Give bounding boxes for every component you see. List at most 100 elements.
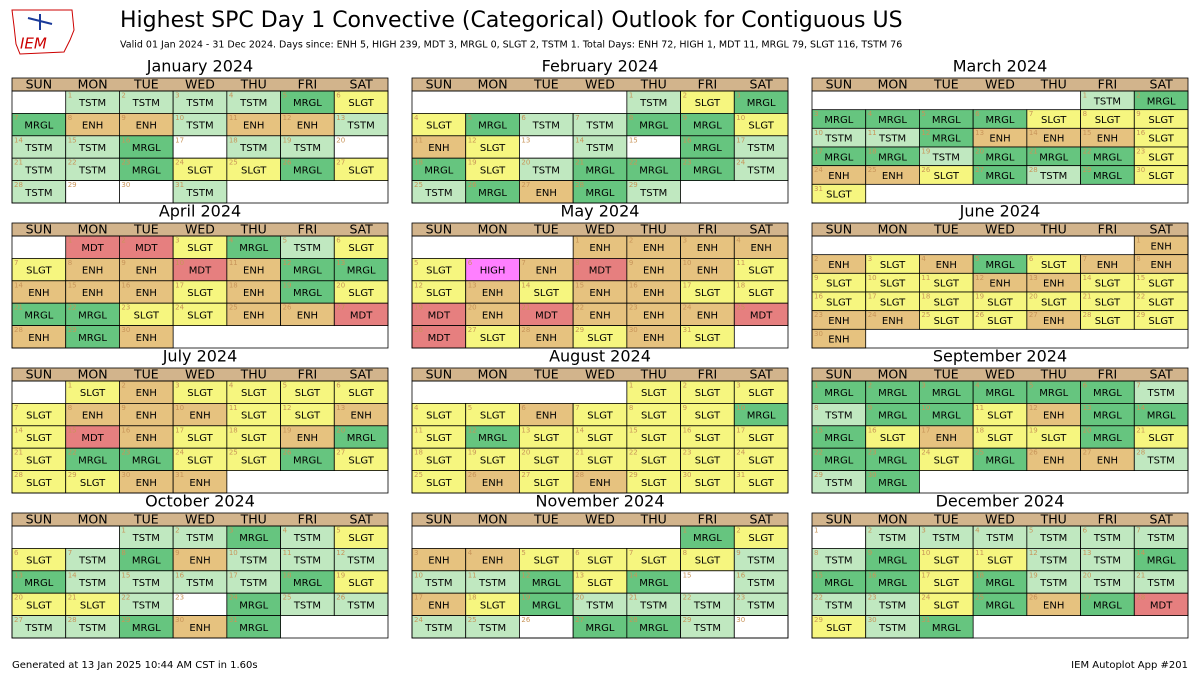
day-category: SLGT [426, 478, 452, 489]
day-number: 1 [629, 382, 633, 390]
day-category: TSTM [747, 600, 775, 611]
day-number: 12 [336, 549, 345, 557]
day-number: 17 [921, 571, 930, 579]
weekday-label: THU [1040, 77, 1067, 92]
day-category: TSTM [878, 600, 906, 611]
day-category: ENH [297, 433, 318, 444]
day-category: MRGL [24, 121, 53, 132]
day-category: ENH [882, 171, 903, 182]
day-number: 16 [814, 293, 823, 301]
day-category: MRGL [532, 600, 561, 611]
day-number: 28 [575, 181, 584, 189]
day-category: ENH [428, 600, 449, 611]
weekday-label: THU [240, 77, 267, 92]
day-category: TSTM [78, 556, 106, 567]
day-category: ENH [697, 310, 718, 321]
day-number: 3 [414, 549, 418, 557]
day-number: 23 [868, 594, 877, 602]
month-frame [411, 380, 789, 494]
day-number: 3 [736, 92, 740, 100]
day-number: 10 [175, 114, 184, 122]
day-number: 21 [14, 449, 23, 457]
day-number: 22 [68, 159, 77, 167]
day-category: TSTM [1147, 578, 1175, 589]
day-category: MRGL [986, 388, 1015, 399]
day-number: 23 [1136, 148, 1145, 156]
day-category: SLGT [241, 433, 267, 444]
day-number: 18 [414, 449, 423, 457]
day-number: 9 [629, 259, 633, 267]
day-number: 18 [229, 281, 238, 289]
day-category: TSTM [239, 556, 267, 567]
day-number: 11 [975, 549, 984, 557]
day-category: MRGL [293, 288, 322, 299]
day-category: ENH [350, 411, 371, 422]
day-category: TSTM [185, 121, 213, 132]
day-category: TSTM [585, 143, 613, 154]
weekday-label: THU [1040, 367, 1067, 382]
day-number: 17 [868, 293, 877, 301]
day-category: SLGT [348, 578, 374, 589]
weekday-label: TUE [933, 367, 959, 382]
day-category: SLGT [241, 455, 267, 466]
day-number: 30 [814, 330, 823, 338]
day-number: 2 [683, 92, 687, 100]
weekday-label: FRI [698, 77, 718, 92]
day-category: MRGL [639, 578, 668, 589]
day-number: 29 [814, 471, 823, 479]
day-category: MRGL [693, 165, 722, 176]
day-category: TSTM [932, 152, 960, 163]
day-number: 24 [868, 311, 877, 319]
day-category: MRGL [878, 411, 907, 422]
day-category: SLGT [241, 411, 267, 422]
day-number: 29 [575, 326, 584, 334]
day-category: TSTM [293, 533, 321, 544]
day-number: 15 [1083, 129, 1092, 137]
day-number: 19 [283, 281, 292, 289]
day-number: 20 [575, 594, 584, 602]
month-title: August 2024 [549, 347, 651, 366]
weekday-label: SAT [749, 77, 773, 92]
day-number: 21 [1136, 571, 1145, 579]
day-number: 31 [683, 326, 692, 334]
day-category: ENH [136, 333, 157, 344]
day-number: 18 [283, 571, 292, 579]
day-category: MRGL [78, 455, 107, 466]
day-category: TSTM [747, 556, 775, 567]
day-number: 13 [1083, 404, 1092, 412]
day-category: SLGT [26, 455, 52, 466]
day-number: 8 [1136, 255, 1140, 263]
day-number: 1 [575, 237, 579, 245]
weekday-label: MON [478, 222, 508, 237]
day-category: ENH [189, 411, 210, 422]
day-category: HIGH [480, 266, 506, 277]
day-category: MRGL [824, 115, 853, 126]
weekday-label: SUN [426, 77, 452, 92]
month-frame [411, 525, 789, 639]
day-number: 3 [175, 382, 179, 390]
day-category: SLGT [748, 433, 774, 444]
day-number: 3 [868, 255, 872, 263]
day-number: 2 [736, 527, 740, 535]
day-number: 7 [1083, 255, 1087, 263]
day-number: 22 [629, 159, 638, 167]
day-category: TSTM [132, 600, 160, 611]
day-category: ENH [536, 411, 557, 422]
weekday-label: FRI [298, 77, 318, 92]
day-category: MRGL [878, 115, 907, 126]
weekday-label: TUE [533, 512, 559, 527]
day-category: SLGT [480, 455, 506, 466]
day-number: 13 [336, 259, 345, 267]
day-number: 30 [683, 471, 692, 479]
day-category: TSTM [1147, 388, 1175, 399]
day-category: SLGT [1041, 260, 1067, 271]
day-number: 8 [575, 259, 579, 267]
day-category: ENH [989, 279, 1010, 290]
day-category: TSTM [293, 143, 321, 154]
weekday-label: FRI [298, 367, 318, 382]
day-number: 18 [868, 148, 877, 156]
day-category: ENH [189, 556, 210, 567]
day-number: 27 [1083, 594, 1092, 602]
day-category: SLGT [748, 388, 774, 399]
month-title: April 2024 [159, 202, 241, 221]
